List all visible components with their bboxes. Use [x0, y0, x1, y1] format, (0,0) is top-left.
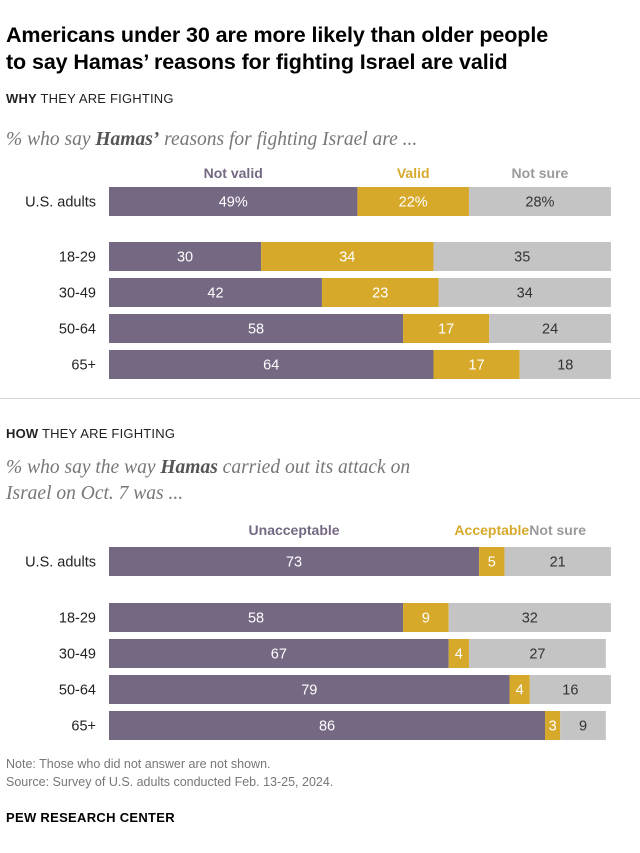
data-label: 28%	[525, 195, 554, 211]
bar-valid	[433, 350, 520, 379]
category-label: 18-29	[59, 611, 96, 627]
bar-acceptable	[509, 675, 530, 704]
data-label: 34	[339, 250, 355, 266]
bar-unacceptable	[109, 603, 404, 632]
data-label: 22%	[399, 195, 428, 211]
bar-not-sure	[438, 278, 611, 307]
bar-valid	[261, 242, 434, 271]
question-line-2: Israel on Oct. 7 was ...	[6, 483, 184, 504]
footnote: Note: Those who did not answer are not s…	[6, 755, 333, 791]
legend-acceptable: Acceptable	[454, 522, 529, 538]
bar-acceptable	[545, 711, 561, 740]
question-text-how: % who say the way Hamas carried out its …	[6, 455, 410, 507]
legend-not-sure: Not sure	[529, 522, 586, 538]
chart-how: Unacceptable Acceptable Not sure U.S. adult…	[25, 522, 611, 740]
bar-not-sure	[560, 711, 606, 740]
bar-unacceptable	[109, 547, 480, 576]
bar-not-sure	[529, 675, 611, 704]
bar-not-sure	[519, 350, 611, 379]
chart-why: Not valid Valid Not sure U.S. adults 49% 22% 2…	[25, 165, 611, 379]
bar-not-valid	[109, 314, 404, 343]
data-label: 17	[438, 322, 454, 338]
brand-logo-text: PEW RESEARCH CENTER	[6, 810, 175, 825]
legend-valid: Valid	[397, 165, 430, 181]
category-label: 65+	[71, 358, 96, 374]
bar-valid	[403, 314, 490, 343]
legend-not-valid: Not valid	[204, 165, 263, 181]
legend-unacceptable: Unacceptable	[249, 522, 340, 538]
question-line-1: % who say the way Hamas carried out its …	[6, 457, 411, 478]
data-label: 64	[263, 358, 279, 374]
note-text: Note: Those who did not answer are not s…	[6, 757, 271, 771]
bar-not-valid	[109, 242, 262, 271]
bar-acceptable	[403, 603, 449, 632]
data-label: 49%	[219, 195, 248, 211]
source-text: Source: Survey of U.S. adults conducted …	[6, 775, 334, 789]
data-label: 4	[455, 647, 463, 663]
data-label: 73	[286, 555, 302, 571]
bar-valid	[357, 187, 469, 216]
bar-unacceptable	[109, 675, 510, 704]
section-label-why: WHY THEY ARE FIGHTING	[6, 91, 174, 106]
bar-not-sure	[468, 187, 611, 216]
data-label: 30	[177, 250, 193, 266]
data-label: 23	[372, 286, 388, 302]
bar-unacceptable	[109, 639, 449, 668]
data-label: 4	[516, 683, 524, 699]
question-text-why: % who say Hamas’ reasons for fighting Is…	[6, 129, 418, 150]
data-label: 79	[301, 683, 317, 699]
category-label: 18-29	[59, 250, 96, 266]
data-label: 16	[562, 683, 578, 699]
bar-acceptable	[448, 639, 469, 668]
data-label: 9	[422, 611, 430, 627]
data-label: 32	[522, 611, 538, 627]
data-label: 5	[488, 555, 496, 571]
bar-not-valid	[109, 278, 322, 307]
data-label: 9	[579, 719, 587, 735]
data-label: 34	[517, 286, 533, 302]
legend-not-sure: Not sure	[512, 165, 569, 181]
category-label: 30-49	[59, 286, 96, 302]
bar-not-valid	[109, 187, 358, 216]
title-line-2: to say Hamas’ reasons for fighting Israe…	[6, 50, 508, 74]
category-label: 50-64	[59, 322, 96, 338]
data-label: 18	[557, 358, 573, 374]
category-label: U.S. adults	[25, 195, 96, 211]
data-label: 3	[549, 719, 557, 735]
data-label: 35	[514, 250, 530, 266]
bar-not-sure	[433, 242, 611, 271]
data-label: 27	[529, 647, 545, 663]
category-label: 30-49	[59, 647, 96, 663]
bar-not-sure	[489, 314, 611, 343]
data-label: 86	[319, 719, 335, 735]
bar-not-valid	[109, 350, 434, 379]
data-label: 58	[248, 322, 264, 338]
data-label: 24	[542, 322, 558, 338]
category-label: 65+	[71, 719, 96, 735]
bar-not-sure	[448, 603, 611, 632]
section-divider	[0, 398, 640, 399]
bar-not-sure	[468, 639, 606, 668]
category-label: 50-64	[59, 683, 96, 699]
data-label: 42	[207, 286, 223, 302]
bar-acceptable	[479, 547, 505, 576]
bar-not-sure	[504, 547, 611, 576]
data-label: 58	[248, 611, 264, 627]
bar-valid	[321, 278, 439, 307]
section-label-how: HOW THEY ARE FIGHTING	[6, 426, 176, 441]
data-label: 17	[469, 358, 485, 374]
data-label: 21	[550, 555, 566, 571]
data-label: 67	[271, 647, 287, 663]
category-label: U.S. adults	[25, 555, 96, 571]
title-line-1: Americans under 30 are more likely than …	[6, 23, 549, 47]
chart-title: Americans under 30 are more likely than …	[6, 22, 636, 76]
bar-unacceptable	[109, 711, 546, 740]
